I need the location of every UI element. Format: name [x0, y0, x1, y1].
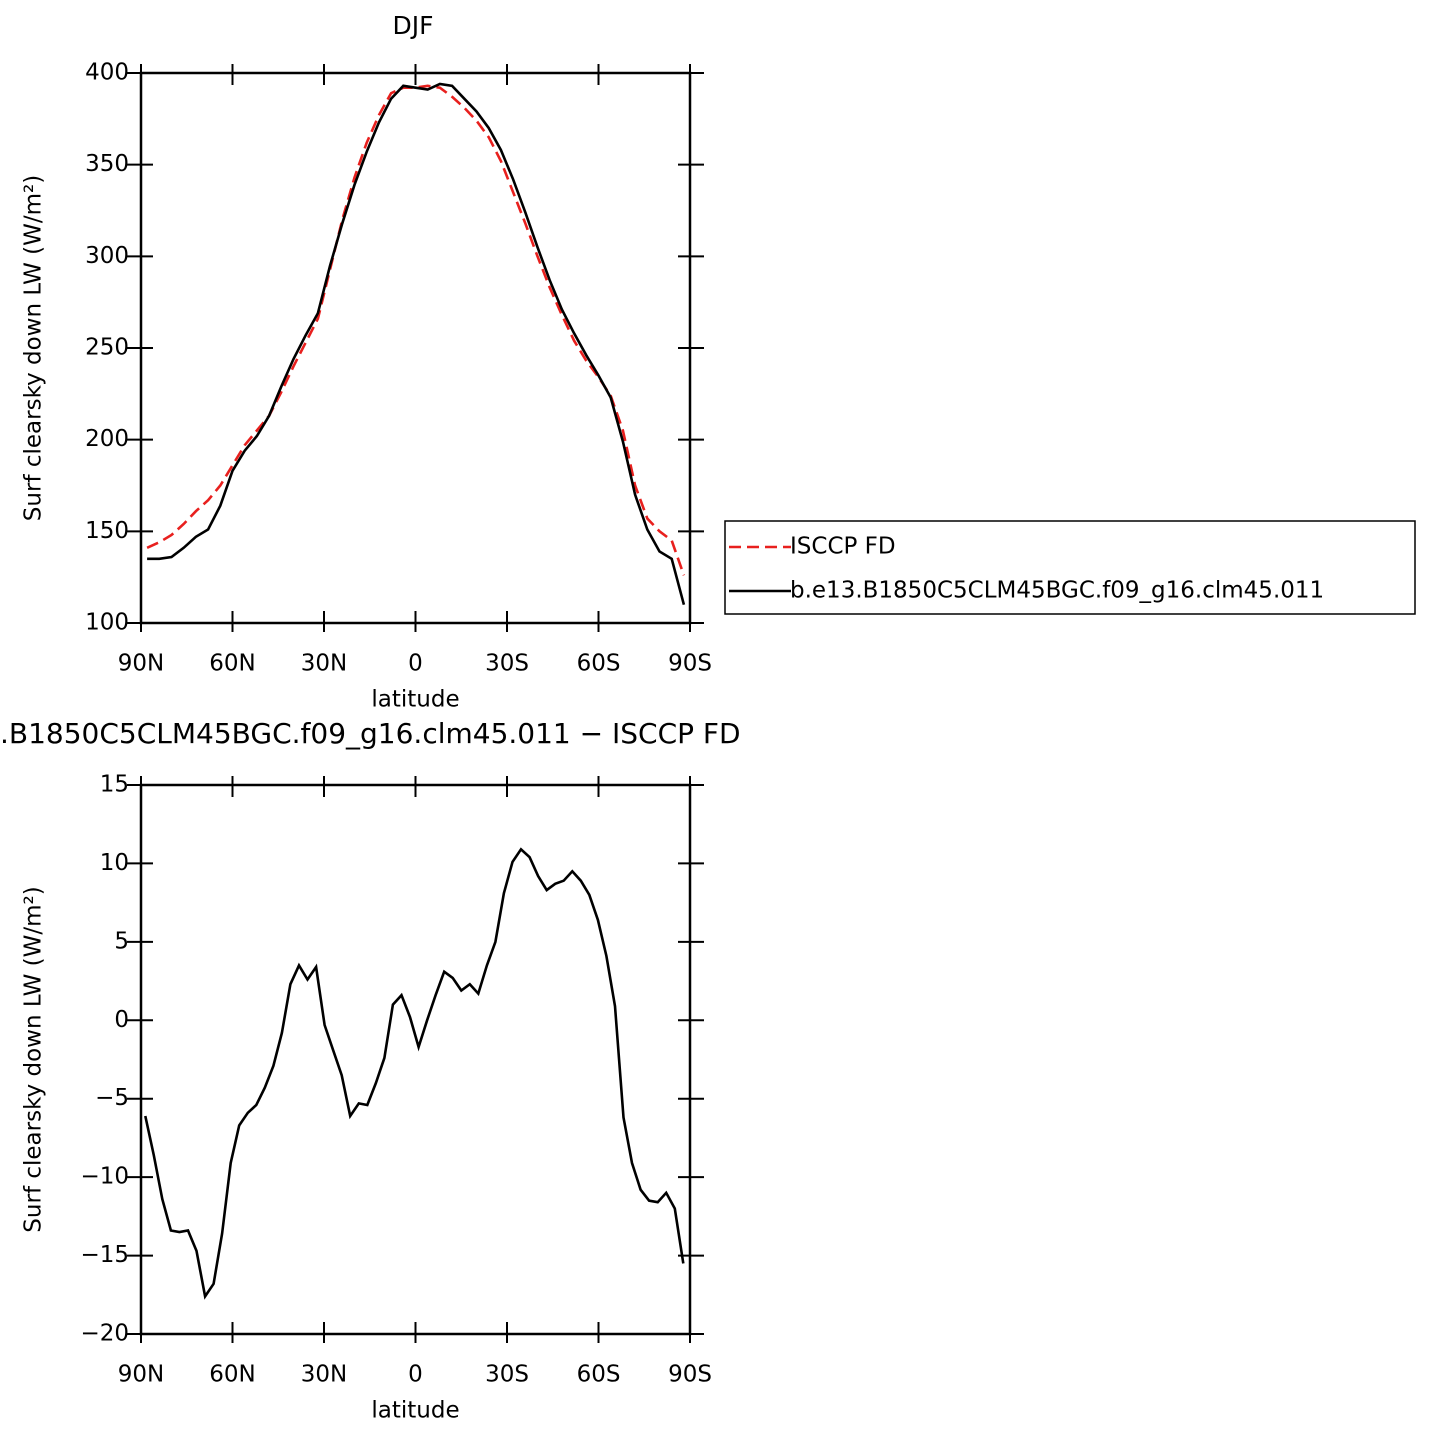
plot-frame	[139, 783, 692, 1336]
y-tick-label: 250	[85, 335, 129, 361]
y-tick-label: −15	[80, 1242, 129, 1268]
x-tick-label: 90N	[118, 651, 164, 677]
x-tick-label: 0	[408, 651, 423, 677]
x-tick-label: 30N	[301, 651, 347, 677]
legend-label: ISCCP FD	[790, 534, 896, 560]
x-tick-label: 60N	[209, 651, 255, 677]
y-axis-label: Surf clearsky down LW (W/m²)	[21, 886, 47, 1232]
x-tick-label: 60N	[209, 1362, 255, 1388]
x-tick-label: 30S	[485, 1362, 529, 1388]
chart-title: .B1850C5CLM45BGC.f09_g16.clm45.011 − ISC…	[0, 717, 741, 750]
y-tick-label: 350	[85, 151, 129, 177]
x-tick-label: 60S	[577, 651, 621, 677]
data-line	[147, 82, 686, 606]
legend-label: b.e13.B1850C5CLM45BGC.f09_g16.clm45.011	[790, 578, 1324, 604]
y-tick-label: −10	[80, 1164, 129, 1190]
y-tick-label: −20	[80, 1321, 129, 1347]
x-tick-label: 0	[408, 1362, 423, 1388]
data-line	[144, 847, 685, 1300]
y-tick-label: 5	[114, 928, 129, 954]
y-tick-label: 200	[85, 426, 129, 452]
chart-title: DJF	[392, 11, 433, 40]
data-line	[146, 84, 686, 576]
y-tick-label: 0	[114, 1007, 129, 1033]
x-tick-label: 90S	[668, 1362, 712, 1388]
x-tick-label: 60S	[577, 1362, 621, 1388]
y-tick-label: 150	[85, 518, 129, 544]
x-tick-label: 90N	[118, 1362, 164, 1388]
y-tick-label: 15	[100, 772, 129, 798]
x-tick-label: 90S	[668, 651, 712, 677]
y-tick-label: 10	[100, 850, 129, 876]
y-tick-label: −5	[95, 1085, 129, 1111]
x-axis-label: latitude	[371, 687, 459, 713]
legend-box	[724, 520, 1416, 615]
x-tick-label: 30N	[301, 1362, 347, 1388]
y-tick-label: 100	[85, 610, 129, 636]
y-tick-label: 300	[85, 243, 129, 269]
plot-frame	[139, 71, 692, 625]
x-tick-label: 30S	[485, 651, 529, 677]
y-axis-label: Surf clearsky down LW (W/m²)	[21, 175, 47, 521]
x-axis-label: latitude	[371, 1398, 459, 1424]
y-tick-label: 400	[85, 60, 129, 86]
